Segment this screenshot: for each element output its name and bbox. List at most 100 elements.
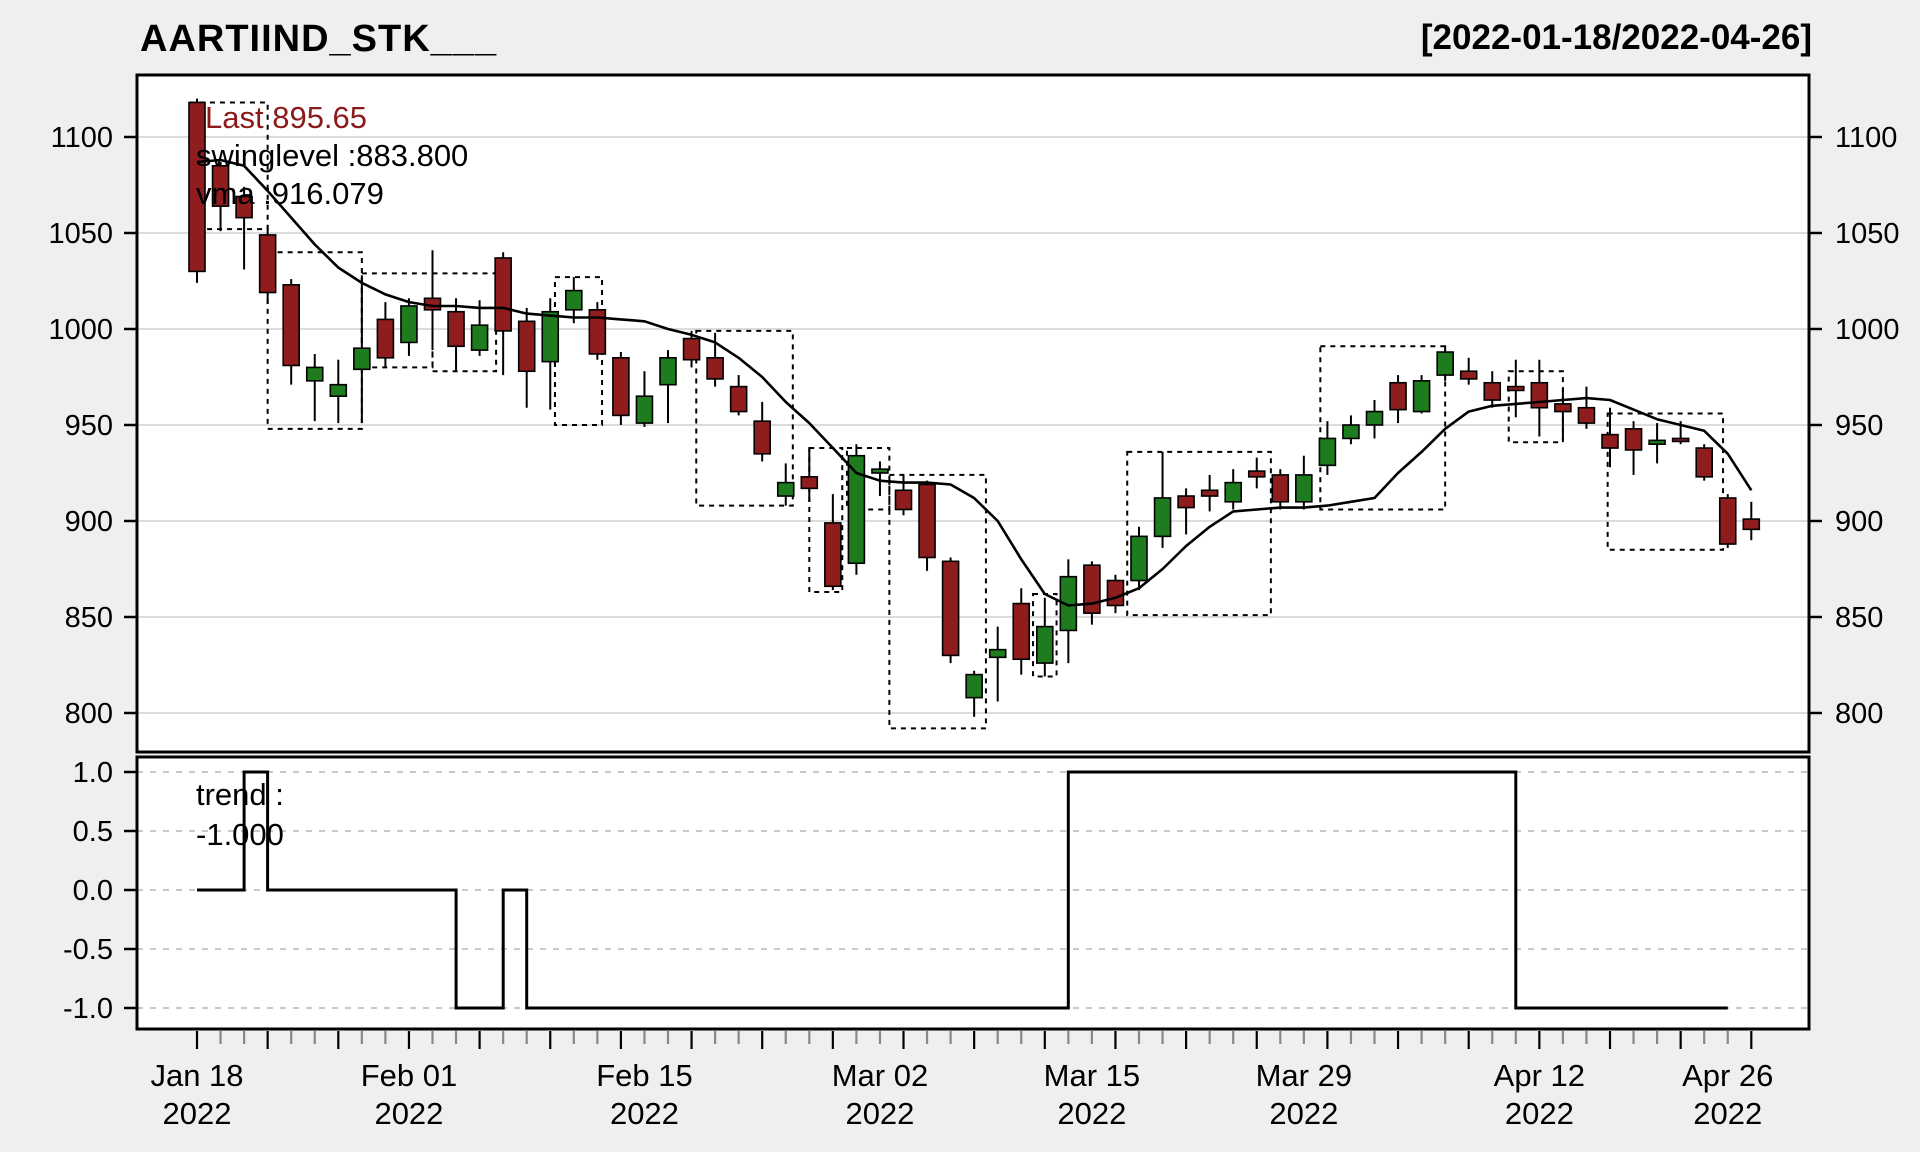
candle-body <box>1648 439 1666 445</box>
candle-body <box>682 337 701 361</box>
y-axis-label-left: 800 <box>65 698 113 730</box>
trend-axis-label: -1.0 <box>63 993 113 1025</box>
main-panel-border <box>135 73 1811 754</box>
x-axis-label-year: 2022 <box>1693 1096 1762 1131</box>
candle-body <box>1130 535 1148 582</box>
candle-body <box>1106 579 1125 607</box>
candle-body <box>1483 381 1502 401</box>
candle-body <box>753 420 772 455</box>
candle-body <box>1459 370 1478 380</box>
candle-body <box>282 284 301 367</box>
swing-level-box <box>808 447 844 594</box>
trend-step-line <box>197 770 1728 1010</box>
candle-body <box>1153 497 1172 538</box>
x-axis-label-year: 2022 <box>1057 1096 1126 1131</box>
candle-body <box>1318 437 1337 467</box>
swing-level-box <box>1319 345 1447 511</box>
candle-body <box>1224 481 1242 503</box>
candle-body <box>612 356 630 417</box>
candle-body <box>1671 437 1690 443</box>
trend-panel-bg <box>137 757 1809 1029</box>
candle-body <box>706 356 724 380</box>
x-axis-label-year: 2022 <box>163 1096 232 1131</box>
candle-body <box>1012 602 1031 661</box>
swing-level-box <box>1606 412 1725 551</box>
candle-body <box>1507 385 1525 392</box>
candle-body <box>1365 410 1384 426</box>
trend-axis-label: -0.5 <box>63 934 113 966</box>
candle-body <box>305 366 324 382</box>
candle-body <box>1436 351 1454 376</box>
candle-body <box>211 165 230 207</box>
swing-level-box <box>845 447 891 511</box>
swing-level-box <box>695 329 794 507</box>
candle-body <box>965 673 983 699</box>
trend-annotation: trend : -1.000 <box>196 775 284 855</box>
x-axis-label-year: 2022 <box>374 1096 443 1131</box>
candle-body <box>1695 447 1713 478</box>
trend-value: -1.000 <box>196 817 284 852</box>
date-range-label: [2022-01-18/2022-04-26] <box>1420 18 1812 57</box>
candle-body <box>1718 497 1737 545</box>
swing-level-box <box>1507 370 1564 444</box>
candle-body <box>376 318 395 359</box>
candle-body <box>1412 380 1431 413</box>
candle-body <box>188 101 206 273</box>
x-axis-label-date: Jan 18 <box>150 1058 243 1093</box>
trend-panel-border <box>135 755 1811 1031</box>
candle-body <box>1554 403 1572 413</box>
candle-body <box>1624 428 1643 451</box>
candle-body <box>517 320 536 373</box>
candle-body <box>258 234 277 294</box>
candle-body <box>1342 424 1360 440</box>
candle-body <box>824 522 842 588</box>
x-axis-label-year: 2022 <box>610 1096 679 1131</box>
candle-body <box>1177 495 1195 509</box>
candle-body <box>729 385 748 413</box>
x-axis-label-date: Mar 29 <box>1256 1058 1352 1093</box>
x-axis-label-date: Apr 12 <box>1494 1058 1585 1093</box>
candle-body <box>1389 381 1407 411</box>
trend-axis-label: 0.0 <box>73 875 113 907</box>
y-axis-label-right: 900 <box>1835 506 1883 538</box>
y-axis-label-right: 1000 <box>1835 314 1900 346</box>
x-axis-label-date: Apr 26 <box>1682 1058 1773 1093</box>
candle-body <box>541 310 560 363</box>
candle-body <box>353 347 371 371</box>
x-axis-label-year: 2022 <box>1505 1096 1574 1131</box>
candle-body <box>894 489 913 511</box>
y-axis-label-left: 1000 <box>48 314 113 346</box>
y-axis-label-right: 950 <box>1835 410 1883 442</box>
vma-line <box>196 158 1753 607</box>
candle-body <box>871 468 889 474</box>
candle-body <box>1271 474 1290 503</box>
y-axis-label-right: 1050 <box>1835 218 1900 250</box>
y-axis-label-left: 1100 <box>51 122 113 154</box>
candle-body <box>329 383 348 397</box>
candle-body <box>1247 470 1266 478</box>
swing-level-box <box>188 101 269 231</box>
candle-body <box>918 483 936 559</box>
candle-body <box>1601 433 1619 449</box>
last-price-annotation: Last 895.65 <box>205 100 368 135</box>
candle-body <box>494 257 512 332</box>
x-axis-label-date: Mar 15 <box>1044 1058 1140 1093</box>
candle-body <box>1742 518 1761 531</box>
candle-body <box>1083 564 1101 614</box>
candle-body <box>800 476 819 490</box>
candle-body <box>564 289 583 311</box>
candle-body <box>1200 489 1219 497</box>
y-axis-label-right: 800 <box>1835 698 1883 730</box>
swing-level-box <box>1126 450 1272 617</box>
y-axis-label-left: 850 <box>65 602 113 634</box>
candle-body <box>1036 625 1054 664</box>
candle-body <box>447 310 465 348</box>
candle-body <box>1530 381 1549 409</box>
vma-annotation: vma :916.079 <box>196 176 384 211</box>
y-axis-label-left: 1050 <box>48 218 113 250</box>
page-title: AARTIIND_STK___ <box>140 18 498 60</box>
x-axis-label-year: 2022 <box>1269 1096 1338 1131</box>
candle-body <box>776 481 795 497</box>
